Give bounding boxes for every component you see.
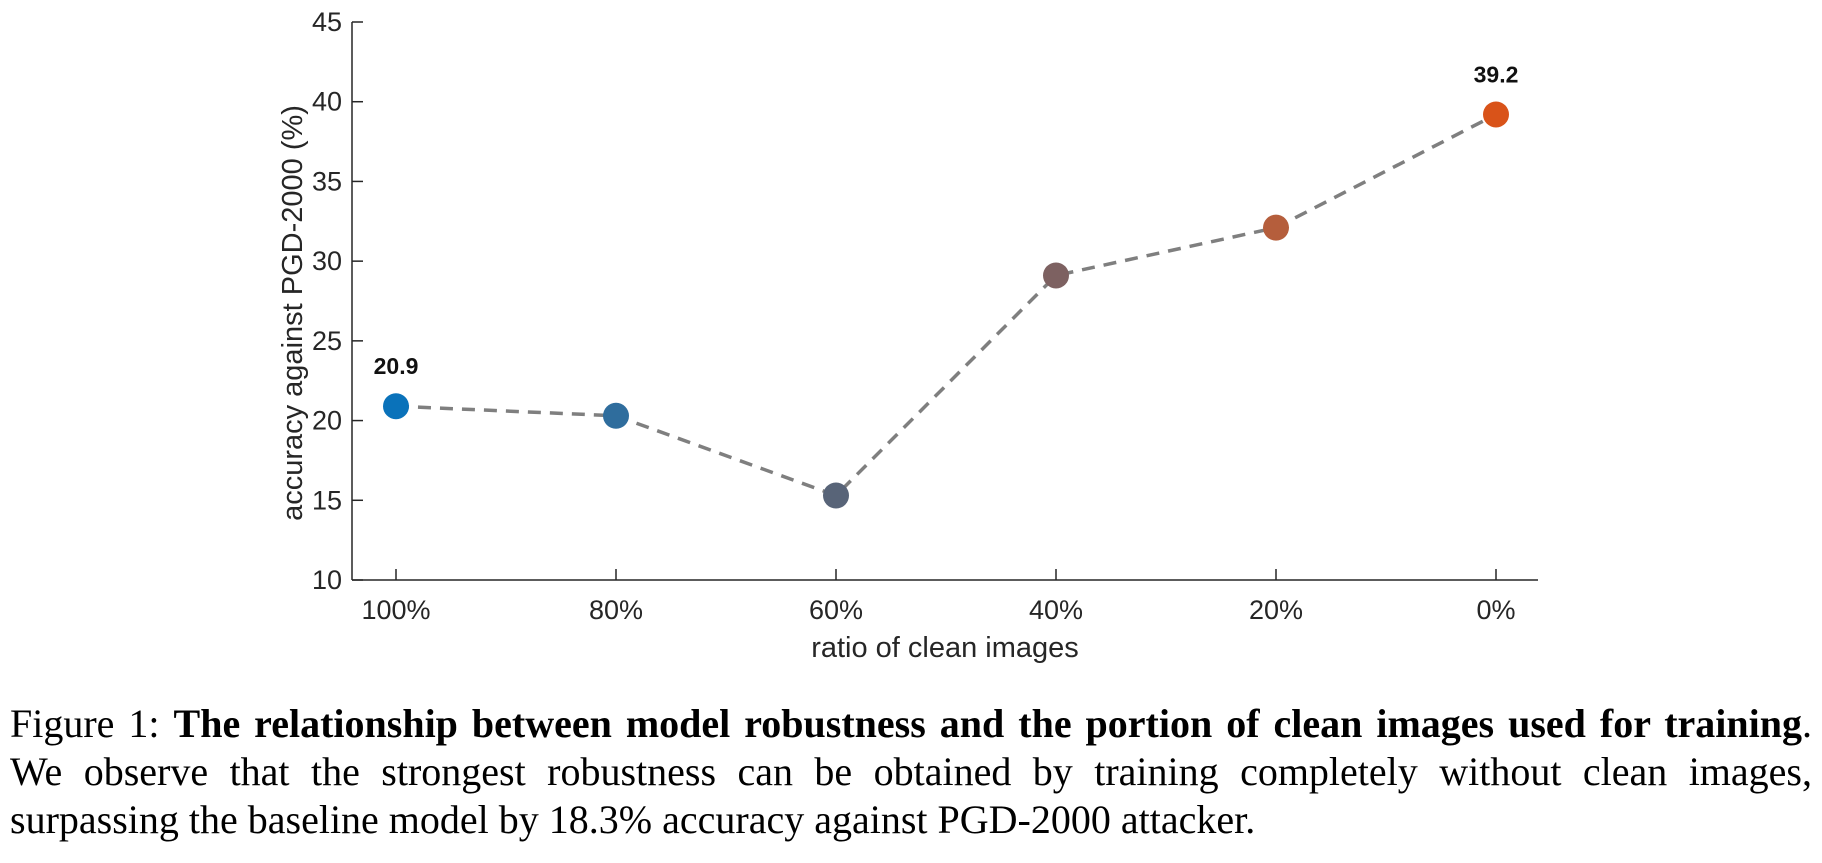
y-tick-label: 45 xyxy=(312,7,342,37)
chart: 10 15 20 25 30 35 40 45 100% 80% 60% 40% 20% 0% 20.9… xyxy=(277,7,1538,664)
data-points xyxy=(383,101,1509,509)
x-tick-label: 80% xyxy=(589,595,643,625)
data-label: 39.2 xyxy=(1474,61,1519,87)
data-point xyxy=(383,393,409,420)
data-labels: 20.9 39.2 xyxy=(374,61,1519,379)
y-tick-label: 15 xyxy=(312,485,342,515)
x-tick-label: 100% xyxy=(361,595,430,625)
y-tick-label: 35 xyxy=(312,166,342,196)
x-tick-label: 0% xyxy=(1476,595,1515,625)
axes xyxy=(351,22,1538,581)
y-axis-ticks: 10 15 20 25 30 35 40 45 xyxy=(312,7,363,595)
series-line xyxy=(395,112,1497,498)
y-tick-label: 30 xyxy=(312,246,342,276)
y-tick-label: 40 xyxy=(312,87,342,117)
figure-caption: Figure 1: The relationship between model… xyxy=(10,700,1812,844)
data-point xyxy=(603,402,629,429)
x-tick-label: 60% xyxy=(809,595,863,625)
data-point xyxy=(823,482,849,509)
y-tick-label: 20 xyxy=(312,406,342,436)
y-tick-label: 10 xyxy=(312,565,342,595)
caption-label: Figure 1: xyxy=(10,701,174,746)
y-axis-label: accuracy against PGD-2000 (%) xyxy=(277,105,309,521)
caption-bold-title: The relationship between model robustnes… xyxy=(173,701,1803,746)
x-tick-label: 40% xyxy=(1029,595,1083,625)
data-label: 20.9 xyxy=(374,353,419,379)
y-tick-label: 25 xyxy=(312,326,342,356)
x-tick-label: 20% xyxy=(1249,595,1303,625)
data-point xyxy=(1263,214,1289,241)
data-point xyxy=(1483,101,1509,128)
x-axis-ticks: 100% 80% 60% 40% 20% 0% xyxy=(361,569,1516,625)
data-point xyxy=(1043,262,1069,289)
x-axis-label: ratio of clean images xyxy=(811,632,1079,664)
caption-body: . We observe that the strongest robustne… xyxy=(10,701,1813,842)
